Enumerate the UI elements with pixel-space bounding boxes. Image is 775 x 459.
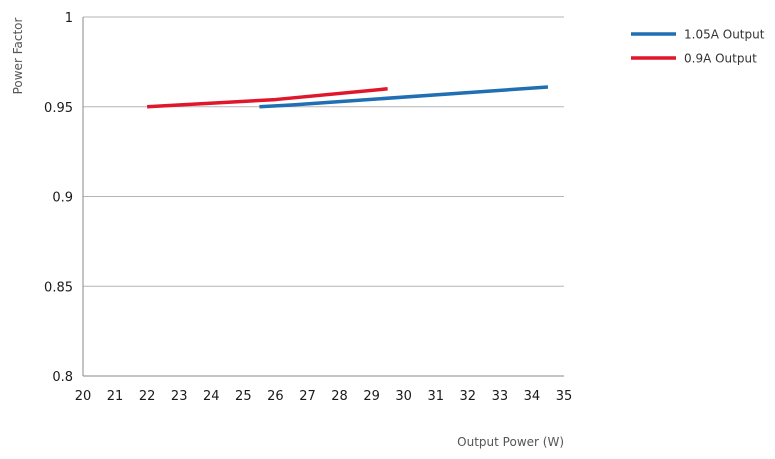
series-lines	[147, 87, 548, 107]
x-tick-label: 28	[331, 389, 348, 404]
y-tick-label: 0.95	[44, 101, 73, 116]
x-tick-label: 21	[107, 389, 124, 404]
x-tick-label: 23	[171, 389, 188, 404]
legend-label-1: 0.9A Output	[684, 52, 757, 66]
series-line-1	[147, 89, 388, 107]
x-tick-label: 32	[460, 389, 477, 404]
x-axis-label: Output Power (W)	[457, 435, 564, 449]
x-tick-label: 26	[267, 389, 284, 404]
x-tick-label: 35	[556, 389, 573, 404]
y-axis-label: Power Factor	[11, 18, 25, 95]
y-axis-ticks: 1 0.95 0.9 0.85 0.8	[44, 11, 73, 385]
y-tick-label: 0.9	[52, 191, 73, 206]
grid-lines	[83, 17, 564, 376]
x-tick-label: 34	[524, 389, 541, 404]
y-tick-label: 1	[65, 11, 73, 26]
legend: 1.05A Output 0.9A Output	[631, 28, 765, 66]
x-tick-label: 25	[235, 389, 252, 404]
x-tick-label: 22	[139, 389, 156, 404]
y-tick-label: 0.85	[44, 280, 73, 295]
x-tick-label: 33	[492, 389, 509, 404]
x-tick-label: 24	[203, 389, 220, 404]
x-tick-label: 27	[299, 389, 316, 404]
x-tick-label: 29	[363, 389, 380, 404]
y-tick-label: 0.8	[52, 370, 73, 385]
x-axis-ticks: 20 21 22 23 24 25 26 27 28 29 30 31 32 33 34 35	[75, 389, 573, 404]
legend-label-0: 1.05A Output	[684, 28, 765, 42]
x-tick-label: 31	[427, 389, 444, 404]
x-tick-label: 20	[75, 389, 92, 404]
x-tick-label: 30	[395, 389, 412, 404]
